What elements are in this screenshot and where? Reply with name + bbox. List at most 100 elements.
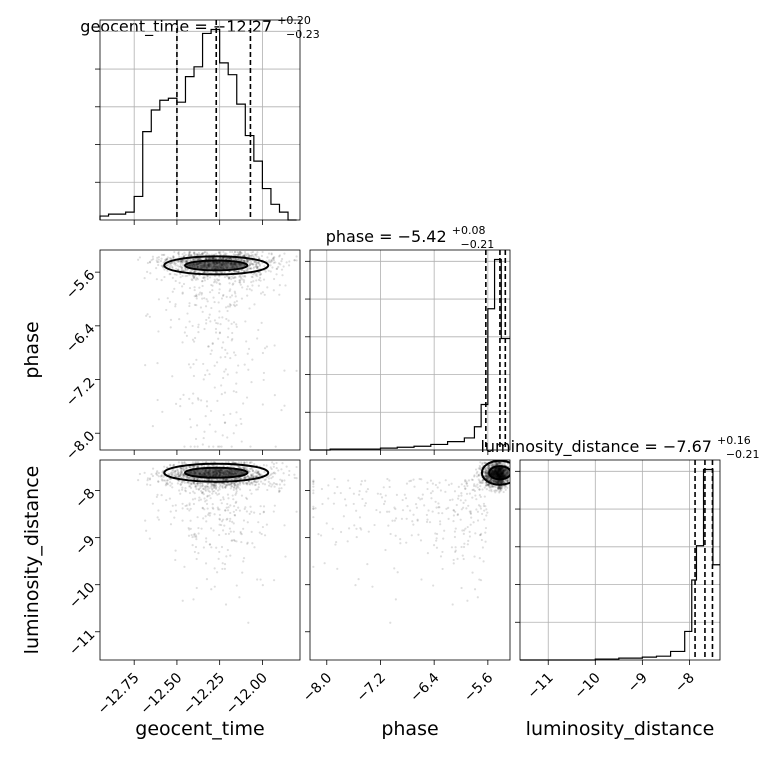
sample-point	[492, 479, 495, 482]
sample-point	[226, 509, 230, 512]
sample-point	[214, 257, 217, 261]
sample-point	[269, 261, 272, 264]
sample-point	[193, 532, 196, 535]
sample-point	[257, 483, 260, 486]
sample-point	[192, 340, 196, 343]
sample-point	[481, 478, 484, 481]
sample-point	[484, 540, 487, 543]
sample-point	[223, 483, 226, 486]
sample-point	[242, 259, 245, 263]
sample-point	[379, 492, 382, 496]
sample-point	[222, 518, 225, 521]
sample-point	[235, 411, 238, 414]
sample-point	[348, 487, 351, 490]
sample-point	[484, 468, 488, 472]
sample-point	[177, 472, 180, 476]
sample-point	[156, 260, 159, 264]
sample-point	[215, 361, 219, 364]
sample-point	[205, 400, 209, 403]
sample-point	[188, 273, 191, 276]
sample-point	[201, 443, 204, 446]
sample-point	[164, 258, 167, 261]
sample-point	[172, 256, 175, 259]
sample-point	[196, 465, 199, 468]
tick-label-x-luminosity_distance: −11	[525, 670, 557, 702]
sample-point	[193, 275, 196, 278]
sample-point	[389, 621, 392, 624]
sample-point	[219, 322, 222, 326]
sample-point	[453, 530, 457, 533]
sample-point	[164, 260, 167, 263]
sample-point	[452, 509, 455, 512]
sample-point	[504, 485, 507, 488]
sample-point	[188, 528, 191, 531]
panel-phase-hist-frame	[309, 249, 511, 451]
sample-point	[232, 538, 236, 542]
sample-point	[206, 300, 209, 303]
sample-point	[486, 472, 489, 475]
sample-point	[258, 512, 262, 516]
sample-point	[207, 445, 211, 448]
sample-point	[177, 471, 180, 474]
sample-point	[218, 310, 221, 313]
sample-point	[325, 522, 328, 525]
sample-point	[447, 506, 450, 510]
sample-point	[214, 327, 218, 331]
sample-point	[188, 253, 191, 256]
sample-point	[490, 478, 494, 481]
sample-point	[173, 516, 176, 519]
sample-point	[480, 538, 483, 542]
sample-point	[252, 475, 255, 479]
sample-point	[246, 541, 249, 544]
sample-point	[233, 304, 237, 308]
sample-point	[250, 262, 253, 265]
sample-point	[196, 482, 199, 485]
sample-point	[280, 409, 283, 412]
sample-point	[256, 274, 259, 278]
sample-point	[210, 485, 213, 488]
sample-point	[482, 504, 486, 508]
sample-point	[260, 321, 263, 324]
sample-point	[399, 542, 402, 545]
sample-point	[489, 477, 492, 480]
sample-point	[219, 483, 222, 487]
sample-point	[229, 412, 232, 415]
sample-point	[238, 250, 241, 254]
sample-point	[248, 267, 252, 270]
sample-point	[213, 253, 216, 256]
sample-point	[183, 255, 186, 258]
sample-point	[263, 479, 266, 482]
sample-point	[506, 480, 510, 483]
sample-point	[452, 520, 455, 523]
sample-point	[182, 466, 185, 469]
sample-point	[504, 480, 507, 483]
sample-point	[461, 554, 464, 557]
sample-point	[473, 489, 476, 493]
sample-point	[460, 483, 463, 486]
sample-point	[277, 265, 280, 269]
sample-point	[160, 474, 163, 477]
sample-point	[245, 461, 248, 464]
sample-point	[499, 461, 502, 464]
sample-point	[506, 480, 509, 483]
sample-point	[473, 588, 477, 591]
sample-point	[250, 475, 253, 478]
sample-point	[262, 464, 266, 467]
sample-point	[181, 519, 184, 522]
sample-point	[464, 479, 467, 482]
sample-point	[239, 275, 242, 279]
histogram-geocent_time	[99, 28, 297, 221]
sample-point	[249, 260, 252, 263]
sample-point	[487, 475, 490, 478]
sample-point	[457, 497, 460, 500]
sample-point	[255, 262, 258, 265]
sample-point	[484, 472, 487, 475]
sample-point	[466, 599, 469, 602]
sample-point	[257, 471, 260, 474]
sample-point	[410, 534, 413, 537]
sample-point	[165, 264, 169, 267]
sample-point	[237, 270, 240, 273]
sample-point	[210, 488, 214, 491]
sample-point	[212, 486, 216, 489]
sample-point	[245, 496, 248, 500]
